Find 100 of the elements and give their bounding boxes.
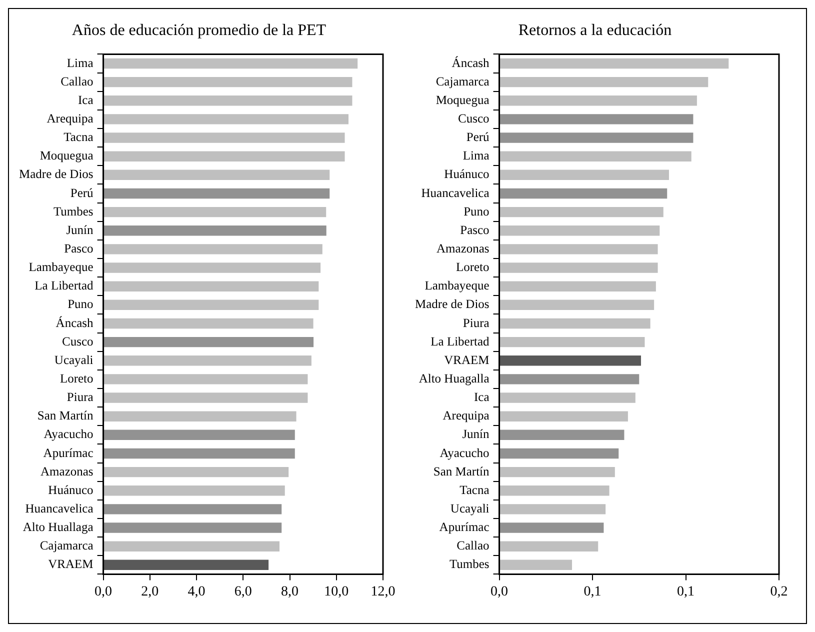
y-tick-label: Lima	[66, 56, 94, 70]
y-tick-label: San Martín	[37, 408, 94, 423]
y-tick-label: Ica	[78, 92, 94, 107]
x-tick-label: 8,0	[281, 584, 299, 600]
y-tick-label: Arequipa	[442, 408, 490, 423]
chart-title: Años de educación promedio de la PET	[72, 22, 326, 39]
y-tick-label: Madre de Dios	[414, 297, 490, 312]
y-tick-label: Huancavelica	[25, 501, 94, 516]
bar	[104, 188, 330, 199]
bar	[104, 262, 321, 273]
bar	[500, 300, 654, 310]
y-tick-label: Moquegua	[40, 148, 94, 163]
y-tick-label: Puno	[68, 297, 94, 312]
bar	[500, 374, 640, 384]
y-tick-label: Huánuco	[444, 167, 490, 182]
bar	[104, 522, 282, 533]
bar	[500, 170, 669, 180]
bar	[500, 448, 619, 459]
y-tick-label: La Libertad	[430, 334, 490, 348]
y-tick-label: Loreto	[456, 260, 490, 274]
bar	[104, 244, 322, 254]
x-tick-label: 0,0	[490, 584, 508, 600]
bar	[104, 466, 289, 478]
bar	[500, 411, 628, 422]
bar	[104, 170, 330, 180]
y-tick-label: Perú	[466, 130, 490, 144]
bar	[104, 448, 295, 459]
bar	[104, 281, 319, 292]
y-tick-label: VRAEM	[444, 352, 490, 367]
y-tick-label: Moquegua	[436, 92, 490, 107]
y-tick-label: Huánuco	[48, 482, 94, 497]
bar	[104, 151, 345, 162]
bar	[104, 411, 296, 422]
y-tick-label: Apurímac	[43, 446, 94, 460]
y-tick-label: Cusco	[62, 334, 94, 348]
y-tick-label: Apurímac	[439, 520, 490, 534]
y-tick-label: Junín	[462, 427, 490, 442]
y-tick-label: Perú	[70, 186, 94, 200]
y-tick-label: VRAEM	[48, 557, 94, 572]
bar	[104, 486, 285, 496]
bar	[500, 188, 668, 199]
x-tick-label: 6,0	[234, 584, 252, 600]
bar	[500, 318, 650, 329]
y-tick-label: Ica	[474, 390, 490, 404]
y-tick-label: Piura	[462, 316, 490, 330]
bar	[104, 96, 352, 106]
x-tick-label: 0,0	[94, 584, 112, 600]
x-tick-label: 2,0	[141, 584, 159, 600]
y-tick-label: Cusco	[458, 111, 490, 126]
y-tick-label: Áncash	[452, 56, 490, 70]
bar	[500, 281, 656, 292]
bar	[500, 336, 645, 348]
y-tick-label: La Libertad	[34, 278, 94, 293]
y-tick-label: Junín	[66, 222, 94, 237]
y-tick-label: Cajamarca	[40, 538, 94, 553]
y-tick-label: Áncash	[56, 316, 94, 330]
x-tick-label: 0,2	[770, 584, 788, 600]
bar	[500, 58, 729, 69]
bar	[104, 114, 348, 124]
bar	[500, 486, 610, 496]
y-tick-label: Tumbes	[449, 557, 490, 572]
y-tick-label: Amazonas	[436, 241, 490, 256]
bar	[500, 504, 606, 514]
y-tick-label: Huancavelica	[421, 186, 490, 200]
y-tick-label: Arequipa	[46, 111, 94, 126]
y-tick-label: Tacna	[460, 482, 490, 497]
bar	[500, 132, 694, 143]
y-tick-label: Callao	[60, 74, 94, 88]
x-tick-label: 0,1	[677, 584, 695, 600]
y-tick-label: Tacna	[64, 130, 94, 144]
bar	[500, 151, 692, 162]
bar	[500, 96, 697, 106]
bar	[500, 114, 694, 124]
y-tick-label: Cajamarca	[436, 74, 490, 88]
x-tick-label: 12,0	[370, 584, 396, 600]
y-tick-label: Loreto	[60, 371, 94, 386]
bar	[104, 392, 308, 403]
y-tick-label: Lima	[462, 148, 490, 163]
bar	[104, 430, 295, 440]
bar	[500, 226, 660, 236]
bar	[104, 356, 312, 366]
bar	[104, 226, 326, 236]
y-tick-label: Ayacucho	[44, 427, 94, 442]
bar	[104, 76, 352, 88]
x-tick-label: 0,1	[584, 584, 602, 600]
y-tick-label: Callao	[456, 538, 490, 553]
x-tick-label: 4,0	[188, 584, 206, 600]
bar	[500, 206, 664, 218]
bar	[500, 244, 658, 254]
bar	[500, 541, 598, 552]
y-tick-label: Lambayeque	[28, 260, 94, 274]
x-tick-label: 10,0	[324, 584, 349, 600]
y-tick-label: Piura	[66, 390, 94, 404]
bar	[500, 522, 604, 533]
y-tick-label: Pasco	[64, 241, 94, 256]
bar	[104, 300, 319, 310]
y-tick-label: Puno	[464, 204, 490, 218]
bar	[500, 356, 642, 366]
bar	[500, 262, 658, 273]
y-tick-label: Ayacucho	[440, 446, 490, 460]
